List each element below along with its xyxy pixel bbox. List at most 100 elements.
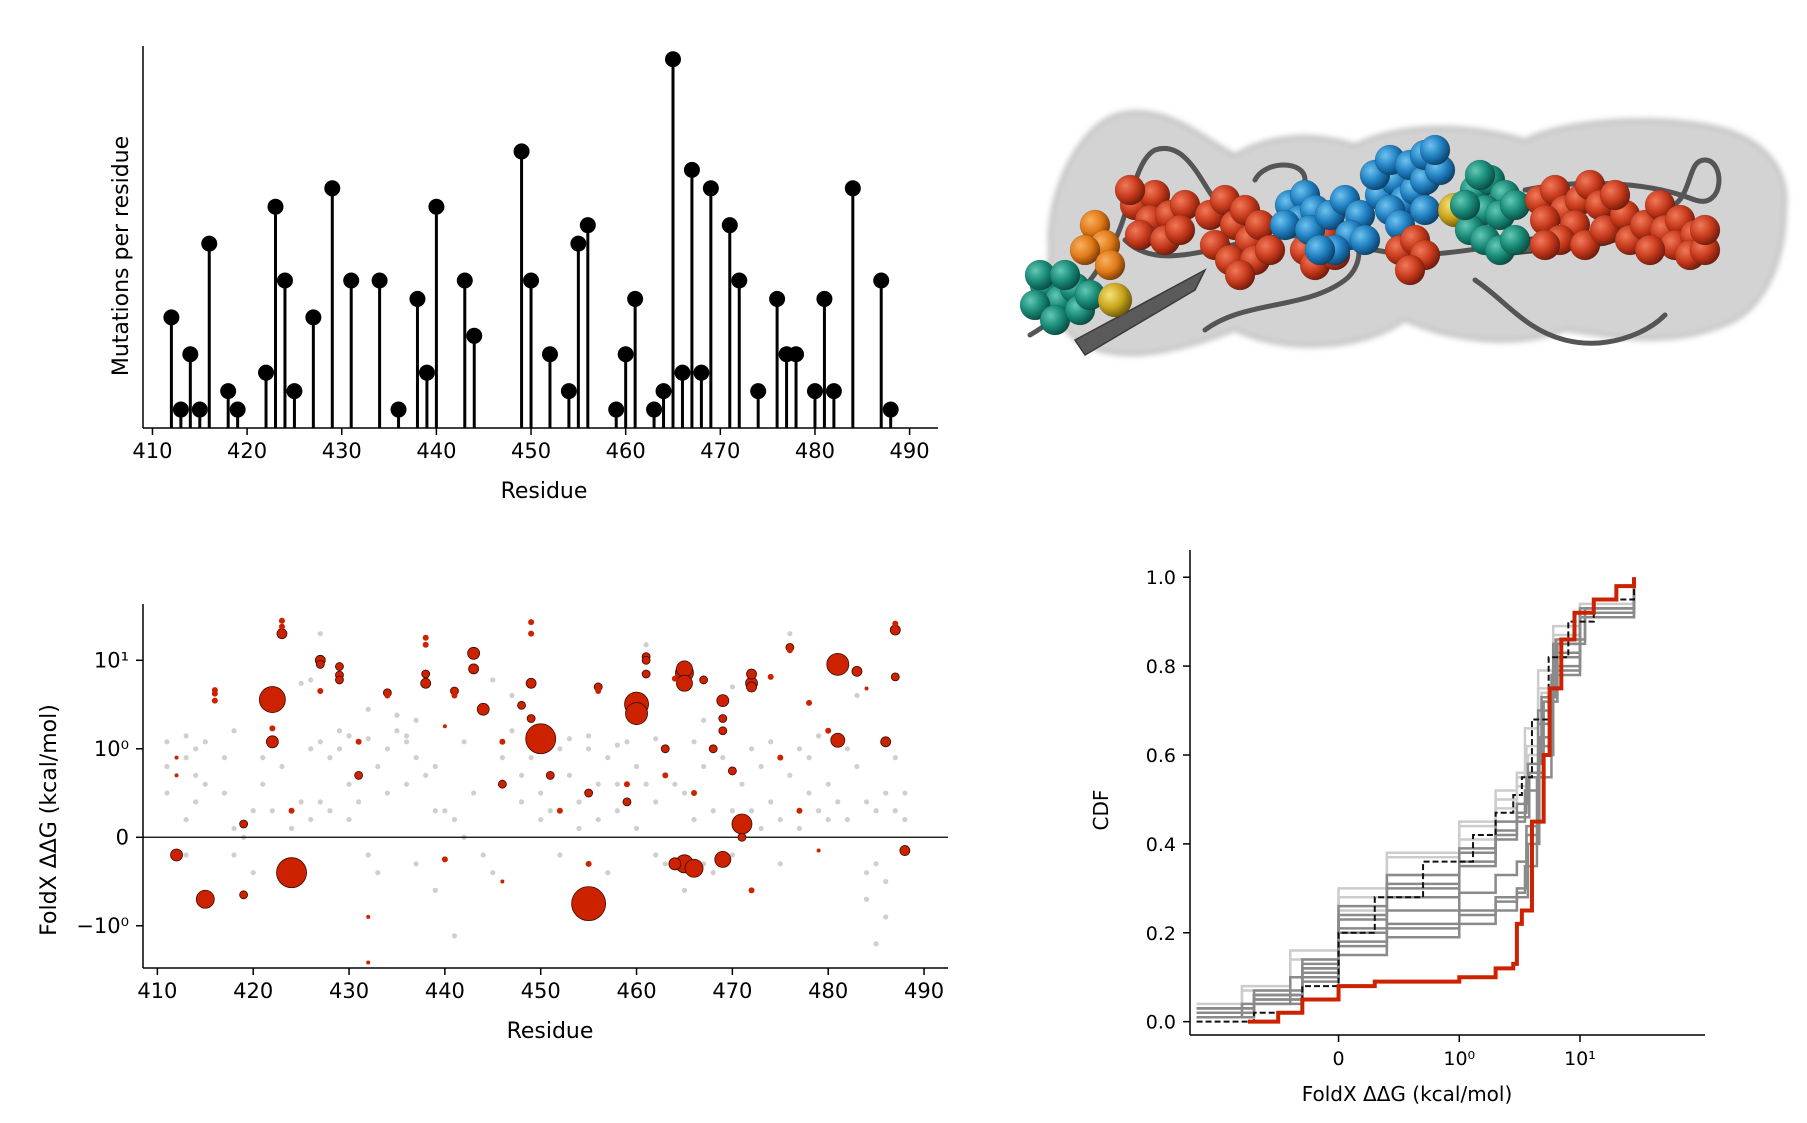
lollipop-head	[750, 383, 767, 400]
highlight-point	[676, 674, 693, 692]
red-residue-sphere	[1634, 234, 1666, 266]
lollipop-head	[466, 327, 483, 344]
x-tick-label: 420	[227, 439, 267, 463]
background-point	[221, 755, 228, 761]
background-point	[576, 799, 582, 805]
lollipop-head	[390, 401, 407, 418]
background-point	[183, 816, 189, 823]
lollipop-head	[844, 180, 861, 197]
background-point	[883, 790, 889, 796]
background-point	[892, 755, 898, 761]
highlight-point	[265, 735, 279, 749]
background-point	[432, 808, 438, 814]
teal-residue-sphere	[1499, 189, 1531, 221]
lollipop-head	[665, 51, 681, 68]
lollipop-head	[409, 290, 426, 307]
lollipop-head	[579, 217, 596, 234]
highlight-point	[366, 960, 371, 965]
background-point	[729, 684, 735, 690]
teal-residue-sphere	[1449, 189, 1481, 221]
background-point	[518, 799, 525, 805]
background-point	[193, 746, 199, 752]
highlight-point	[528, 630, 535, 637]
highlight-point	[528, 619, 535, 626]
highlight-point	[716, 694, 730, 708]
highlight-point	[890, 672, 900, 682]
background-point	[873, 808, 879, 814]
background-point	[729, 852, 735, 858]
lollipop-x-axis-label: Residue	[501, 479, 588, 504]
background-point	[231, 852, 237, 858]
background-point	[308, 746, 314, 752]
highlight-point	[662, 772, 669, 779]
background-point	[442, 808, 448, 814]
background-point	[375, 763, 381, 770]
background-point	[499, 755, 505, 761]
ddg-scatter-chart: 410 420 430 440 450 460 470 480 490 10¹ 10⁰ 0 −10⁰ R…	[37, 604, 948, 1044]
blue-residue-sphere	[1269, 209, 1301, 241]
background-point	[538, 816, 544, 823]
highlight-point	[174, 755, 179, 760]
highlight-point	[892, 620, 899, 627]
ddg-cdf-chart: 0.0 0.2 0.4 0.6 0.8 1.0 0 10⁰ 10¹ FoldX ΔΔG (kca…	[1089, 550, 1705, 1106]
background-point	[356, 799, 362, 805]
highlight-point	[830, 732, 846, 748]
cdf-highlight-line	[1248, 577, 1636, 1024]
background-point	[595, 816, 601, 823]
cdf-lines	[1196, 577, 1636, 1024]
background-point	[365, 706, 371, 712]
background-point	[892, 808, 898, 814]
lollipop-head	[617, 346, 634, 363]
background-point	[193, 772, 199, 778]
lollipop-head	[769, 290, 786, 307]
highlight-point	[714, 851, 732, 868]
background-point	[394, 712, 400, 718]
highlight-point	[767, 673, 774, 680]
highlight-point	[691, 790, 698, 797]
highlight-point	[748, 887, 755, 894]
highlight-point	[526, 714, 536, 723]
highlight-point	[354, 770, 364, 780]
background-point	[336, 728, 343, 734]
background-point	[624, 739, 630, 745]
background-point	[883, 878, 889, 885]
background-point	[423, 772, 429, 778]
orange-residue-sphere	[1094, 249, 1126, 281]
highlight-point	[211, 697, 218, 704]
lollipop-head	[731, 272, 748, 289]
lollipop-head	[693, 364, 710, 381]
background-point	[346, 733, 352, 739]
lollipop-head	[608, 401, 625, 418]
lollipop-head	[683, 161, 700, 178]
x-tick-label: 480	[808, 979, 848, 1003]
highlight-point	[737, 832, 747, 842]
background-point	[317, 799, 323, 805]
background-point	[260, 755, 266, 761]
y-tick-label: 0.0	[1146, 1012, 1176, 1034]
highlight-point	[825, 727, 832, 734]
background-point	[317, 631, 323, 637]
highlight-point	[451, 692, 458, 699]
background-point	[873, 941, 879, 947]
background-point	[633, 763, 640, 770]
lollipop-head	[456, 272, 473, 289]
cdf-y-axis-label: CDF	[1089, 790, 1113, 831]
background-point	[576, 825, 582, 832]
highlight-point	[422, 641, 429, 648]
x-tick-label: 460	[616, 979, 656, 1003]
lollipop-head	[825, 383, 842, 400]
highlight-point	[497, 779, 507, 789]
background-point	[681, 887, 688, 893]
background-point	[183, 733, 189, 739]
background-point	[557, 746, 563, 752]
background-point	[403, 733, 410, 739]
lollipop-head	[191, 401, 208, 418]
highlight-point	[851, 665, 863, 677]
x-tick-label: 450	[521, 979, 561, 1003]
highlight-point	[239, 819, 249, 829]
teal-residue-sphere	[1464, 159, 1496, 191]
background-point	[825, 781, 831, 787]
background-point	[653, 799, 659, 805]
lollipop-head	[674, 364, 691, 381]
background-point	[365, 852, 371, 858]
